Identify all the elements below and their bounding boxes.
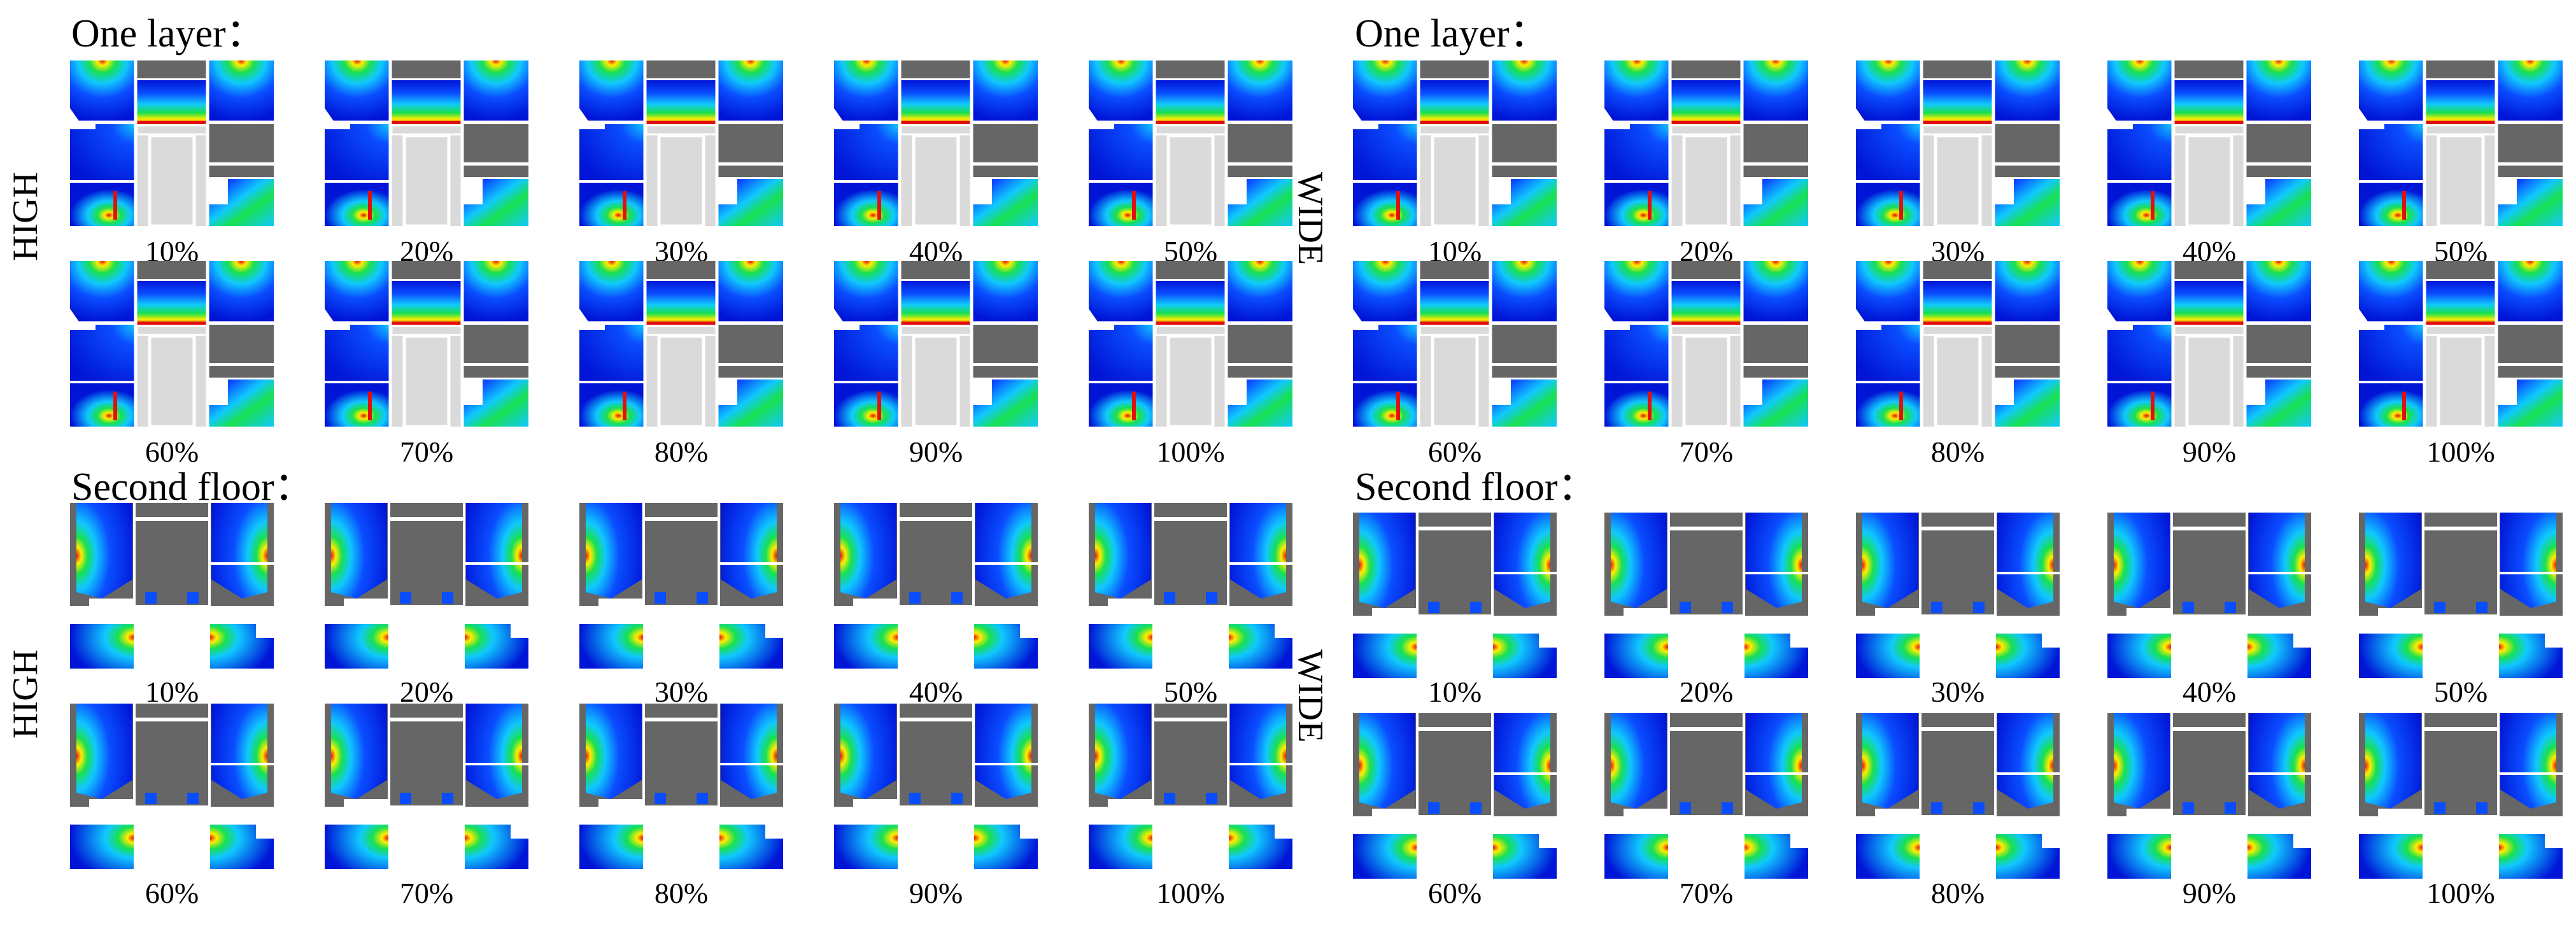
percentage-label: 60% <box>145 877 199 909</box>
percentage-label: 80% <box>654 436 709 468</box>
percentage-label: 20% <box>1679 676 1734 708</box>
simulation-thumbnail <box>325 60 528 226</box>
simulation-thumbnail <box>70 704 274 869</box>
simulation-thumbnail <box>1856 261 2060 427</box>
simulation-thumbnail <box>834 503 1038 669</box>
percentage-label: 100% <box>1156 436 1225 468</box>
simulation-thumbnail <box>1353 60 1557 226</box>
simulation-thumbnail <box>579 503 783 669</box>
percentage-label: 10% <box>145 676 199 708</box>
simulation-thumbnail <box>325 503 528 669</box>
simulation-thumbnail <box>579 261 783 427</box>
percentage-label: 80% <box>654 877 709 909</box>
simulation-thumbnail <box>1604 713 1808 879</box>
percentage-label: 30% <box>654 676 709 708</box>
simulation-thumbnail <box>2359 513 2563 678</box>
percentage-label: 100% <box>2426 877 2495 909</box>
percentage-label: 100% <box>1156 877 1225 909</box>
simulation-thumbnail <box>2107 60 2311 226</box>
simulation-thumbnail <box>1353 261 1557 427</box>
simulation-thumbnail <box>70 503 274 669</box>
simulation-thumbnail <box>1089 503 1292 669</box>
simulation-thumbnail <box>2107 713 2311 879</box>
simulation-thumbnail <box>1089 704 1292 869</box>
percentage-label: 60% <box>1427 877 1482 909</box>
percentage-label: 90% <box>909 877 963 909</box>
simulation-thumbnail <box>579 60 783 226</box>
simulation-thumbnail <box>834 704 1038 869</box>
side-label: HIGH <box>6 172 45 261</box>
simulation-thumbnail <box>1089 261 1292 427</box>
percentage-label: 60% <box>145 436 199 468</box>
simulation-thumbnail <box>2359 713 2563 879</box>
percentage-label: 70% <box>1679 877 1734 909</box>
percentage-label: 50% <box>1163 676 1218 708</box>
percentage-label: 90% <box>909 436 963 468</box>
percentage-label: 60% <box>1427 436 1482 468</box>
simulation-thumbnail <box>1604 513 1808 678</box>
simulation-thumbnail <box>2359 60 2563 226</box>
percentage-label: 90% <box>2182 436 2237 468</box>
simulation-thumbnail <box>1856 713 2060 879</box>
simulation-thumbnail <box>70 60 274 226</box>
simulation-thumbnail <box>2359 261 2563 427</box>
section-title: Second floor： <box>71 465 314 509</box>
side-label: WIDE <box>1291 649 1330 743</box>
simulation-thumbnail <box>1604 60 1808 226</box>
percentage-label: 70% <box>399 436 454 468</box>
side-label: WIDE <box>1291 172 1330 266</box>
simulation-thumbnail <box>1856 513 2060 678</box>
percentage-label: 40% <box>2182 676 2237 708</box>
section-title: One layer： <box>71 12 265 55</box>
simulation-thumbnail <box>1856 60 2060 226</box>
percentage-label: 20% <box>399 676 454 708</box>
percentage-label: 70% <box>399 877 454 909</box>
simulation-thumbnail <box>1604 261 1808 427</box>
percentage-label: 90% <box>2182 877 2237 909</box>
side-label: HIGH <box>6 649 45 739</box>
percentage-label: 50% <box>2433 676 2488 708</box>
simulation-thumbnail <box>325 261 528 427</box>
simulation-thumbnail <box>834 261 1038 427</box>
simulation-thumbnail <box>2107 261 2311 427</box>
percentage-label: 10% <box>1427 676 1482 708</box>
section-title: One layer： <box>1355 12 1549 55</box>
section-title: Second floor： <box>1355 465 1597 509</box>
simulation-thumbnail <box>70 261 274 427</box>
simulation-thumbnail <box>834 60 1038 226</box>
percentage-label: 30% <box>1930 676 1985 708</box>
percentage-label: 40% <box>909 676 963 708</box>
simulation-thumbnail <box>1353 513 1557 678</box>
percentage-label: 70% <box>1679 436 1734 468</box>
percentage-label: 80% <box>1930 877 1985 909</box>
simulation-thumbnail <box>325 704 528 869</box>
simulation-thumbnail <box>1353 713 1557 879</box>
simulation-thumbnail <box>1089 60 1292 226</box>
simulation-thumbnail <box>579 704 783 869</box>
percentage-label: 80% <box>1930 436 1985 468</box>
simulation-thumbnail <box>2107 513 2311 678</box>
percentage-label: 100% <box>2426 436 2495 468</box>
